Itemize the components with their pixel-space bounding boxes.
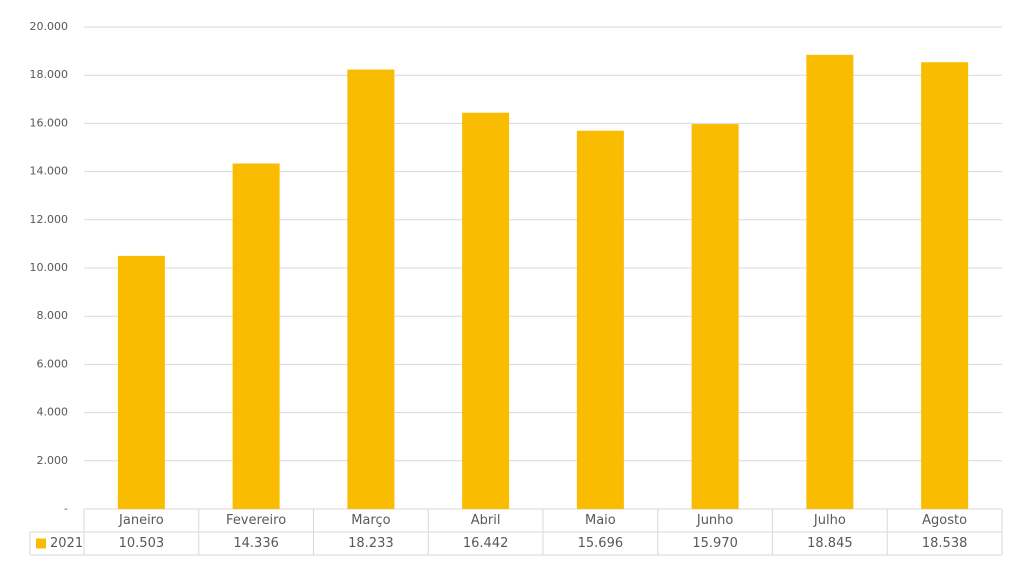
table-value: 16.442	[463, 536, 509, 551]
bar	[921, 62, 969, 510]
x-tick-label: Março	[351, 513, 390, 528]
y-tick-label: 16.000	[30, 116, 69, 129]
table-value: 14.336	[233, 536, 279, 551]
y-tick-label: 14.000	[30, 165, 69, 178]
x-tick-label: Julho	[813, 513, 846, 528]
y-tick-label: 20.000	[30, 20, 69, 33]
bar	[462, 112, 510, 509]
x-tick-label: Agosto	[922, 513, 967, 528]
x-tick-label: Maio	[585, 513, 616, 528]
table-value: 18.233	[348, 536, 394, 551]
table-value: 10.503	[119, 536, 165, 551]
y-tick-label: 10.000	[30, 261, 69, 274]
table-value: 18.845	[807, 536, 853, 551]
bar	[691, 124, 739, 510]
x-tick-label: Fevereiro	[226, 513, 286, 528]
table-value: 18.538	[922, 536, 968, 551]
y-tick-label: 8.000	[37, 309, 69, 322]
x-tick-label: Junho	[696, 513, 734, 528]
y-tick-label: 2.000	[37, 454, 69, 467]
x-tick-label: Abril	[471, 513, 501, 528]
legend-label: 2021	[50, 536, 83, 551]
legend-key	[36, 538, 46, 549]
bar	[576, 130, 624, 510]
y-tick-label: 18.000	[30, 68, 69, 81]
y-tick-label: -	[64, 502, 68, 515]
y-tick-label: 4.000	[37, 406, 69, 419]
bar	[117, 255, 165, 509]
x-tick-label: Janeiro	[118, 513, 164, 528]
y-tick-label: 6.000	[37, 357, 69, 370]
y-tick-label: 12.000	[30, 213, 69, 226]
bar	[232, 163, 280, 510]
bar	[806, 54, 854, 509]
table-value: 15.970	[692, 536, 738, 551]
bar	[347, 69, 395, 509]
table-value: 15.696	[578, 536, 624, 551]
